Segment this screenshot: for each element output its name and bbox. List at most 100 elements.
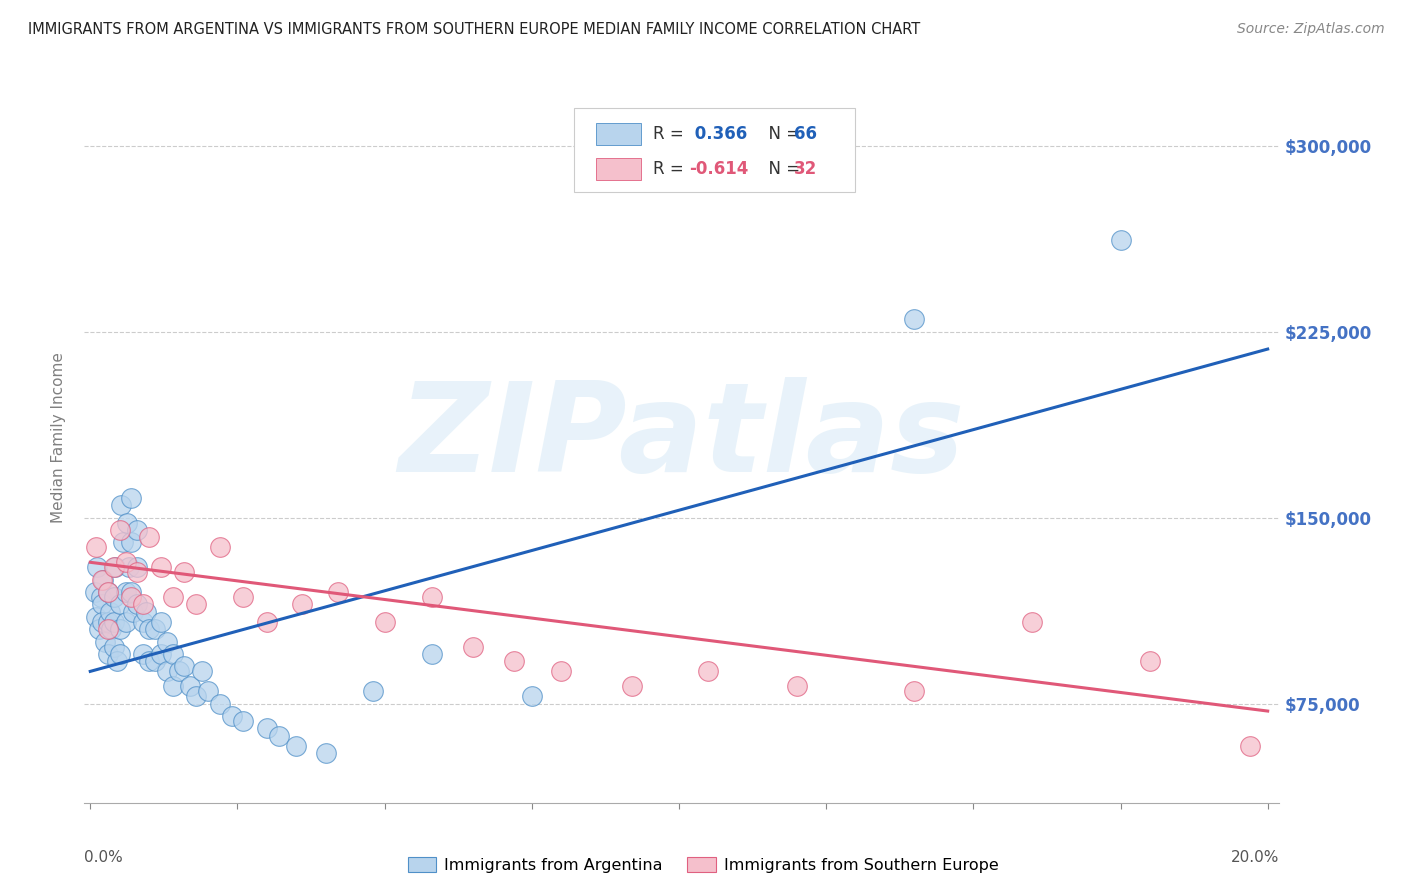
Point — [138, 655, 160, 669]
Point — [97, 622, 120, 636]
Point — [232, 590, 254, 604]
Point — [98, 605, 121, 619]
Point — [114, 555, 136, 569]
FancyBboxPatch shape — [596, 123, 641, 145]
Point — [1139, 655, 1161, 669]
Point — [132, 615, 155, 629]
FancyBboxPatch shape — [575, 108, 855, 192]
Point — [97, 647, 120, 661]
Point — [162, 679, 184, 693]
Point — [197, 684, 219, 698]
Point — [461, 640, 484, 654]
Text: 0.366: 0.366 — [689, 125, 748, 144]
Point — [232, 714, 254, 728]
Point — [103, 590, 125, 604]
Point — [420, 590, 443, 604]
Point — [191, 665, 214, 679]
Point — [97, 585, 120, 599]
Point — [132, 647, 155, 661]
Point — [100, 622, 122, 636]
Point — [138, 622, 160, 636]
Point — [138, 531, 160, 545]
Point — [179, 679, 201, 693]
Text: R =: R = — [654, 125, 689, 144]
Point — [108, 647, 131, 661]
Point — [520, 689, 543, 703]
Point — [162, 647, 184, 661]
Point — [162, 590, 184, 604]
Text: 0.0%: 0.0% — [84, 850, 124, 865]
Point — [103, 615, 125, 629]
Point — [91, 573, 114, 587]
Point — [285, 739, 308, 753]
Text: ZIPatlas: ZIPatlas — [399, 376, 965, 498]
Point — [326, 585, 349, 599]
Text: N =: N = — [758, 125, 806, 144]
Point — [132, 598, 155, 612]
Point — [120, 585, 142, 599]
Point — [108, 622, 131, 636]
Point — [149, 560, 172, 574]
Y-axis label: Median Family Income: Median Family Income — [51, 351, 66, 523]
Point — [105, 655, 128, 669]
Point — [108, 523, 131, 537]
Point — [120, 491, 142, 505]
Point — [91, 598, 114, 612]
Point — [420, 647, 443, 661]
Point — [94, 634, 117, 648]
Point — [903, 684, 925, 698]
Point — [697, 665, 720, 679]
Text: 66: 66 — [794, 125, 817, 144]
Text: 20.0%: 20.0% — [1232, 850, 1279, 865]
Point — [503, 655, 526, 669]
Point — [186, 598, 208, 612]
Point — [256, 615, 278, 629]
Text: N =: N = — [758, 160, 806, 178]
FancyBboxPatch shape — [596, 158, 641, 179]
Point — [84, 541, 107, 555]
Point — [173, 659, 195, 673]
Point — [91, 615, 114, 629]
Text: -0.614: -0.614 — [689, 160, 748, 178]
Point — [87, 622, 110, 636]
Point — [291, 598, 314, 612]
Point — [620, 679, 643, 693]
Point — [120, 590, 142, 604]
Text: Source: ZipAtlas.com: Source: ZipAtlas.com — [1237, 22, 1385, 37]
Point — [1109, 233, 1132, 247]
Point — [86, 560, 108, 574]
Point — [374, 615, 396, 629]
Point — [120, 535, 142, 549]
Point — [186, 689, 208, 703]
Point — [108, 598, 131, 612]
Point — [84, 610, 107, 624]
Point — [127, 523, 149, 537]
Point — [114, 615, 136, 629]
Point — [167, 665, 190, 679]
Point — [104, 560, 127, 574]
Point — [135, 605, 157, 619]
Point — [149, 647, 172, 661]
Point — [97, 615, 120, 629]
Point — [208, 541, 231, 555]
Point — [208, 697, 231, 711]
Point — [550, 665, 572, 679]
Point — [221, 709, 243, 723]
Point — [315, 746, 337, 760]
Point — [256, 722, 278, 736]
Point — [143, 622, 166, 636]
Point — [173, 565, 195, 579]
Point — [149, 615, 172, 629]
Point — [361, 684, 384, 698]
Point — [1239, 739, 1261, 753]
Point — [267, 729, 290, 743]
Text: 32: 32 — [794, 160, 817, 178]
Point — [90, 590, 112, 604]
Point — [121, 605, 143, 619]
Point — [110, 498, 132, 512]
Point — [97, 585, 120, 599]
Point — [114, 585, 136, 599]
Point — [127, 565, 149, 579]
Point — [127, 598, 149, 612]
Point — [786, 679, 808, 693]
